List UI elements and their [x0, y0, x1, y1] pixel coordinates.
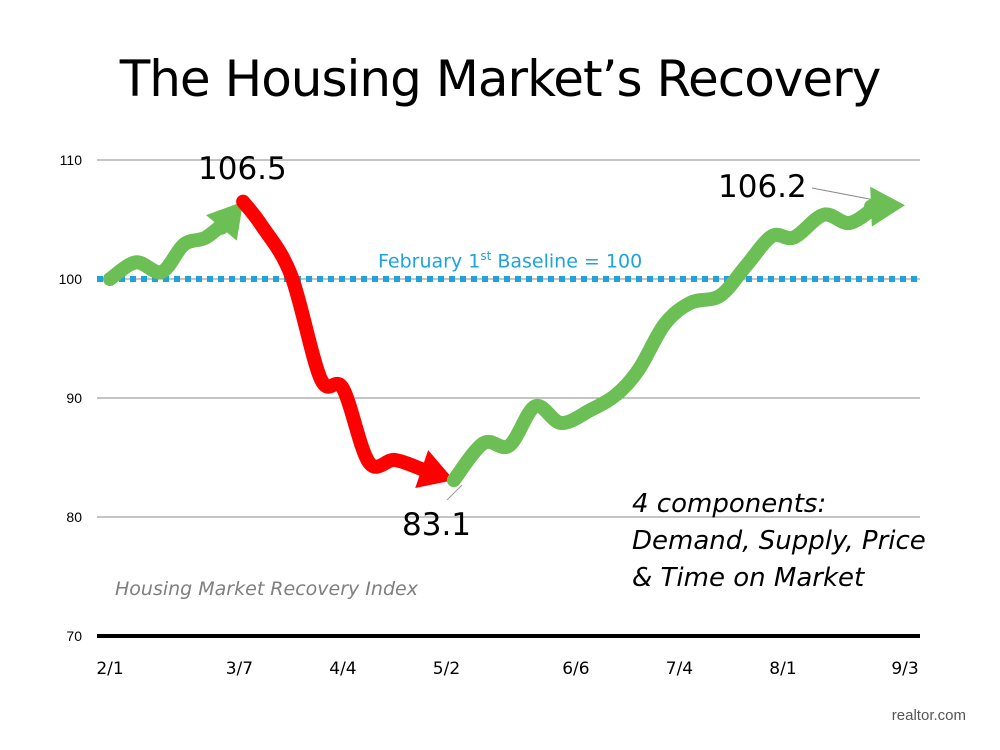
- x-tick-label: 2/1: [96, 659, 123, 679]
- components-line: & Time on Market: [632, 563, 865, 593]
- peak-value-label: 106.5: [198, 151, 287, 187]
- arrowhead-recovery: [870, 186, 905, 227]
- y-tick-label: 100: [59, 271, 83, 287]
- y-tick-label: 80: [66, 509, 82, 525]
- baseline-label-pre: February 1: [378, 250, 481, 273]
- series-line-recovery: [446, 198, 884, 488]
- trough-leader-line: [446, 484, 463, 501]
- series-line-decline: [236, 194, 429, 477]
- x-tick-label: 7/4: [666, 659, 693, 679]
- x-tick-label: 5/2: [433, 659, 460, 679]
- y-tick-label: 70: [66, 628, 82, 644]
- x-tick-label: 8/1: [769, 659, 796, 679]
- baseline-label-post: Baseline = 100: [491, 250, 643, 273]
- components-line: 4 components:: [632, 489, 827, 519]
- baseline-label-sup: st: [480, 249, 492, 263]
- arrowhead-decline: [415, 450, 454, 489]
- baseline-label: February 1st Baseline = 100: [378, 249, 642, 272]
- components-line: Demand, Supply, Price: [632, 526, 926, 556]
- index-label: Housing Market Recovery Index: [115, 578, 418, 600]
- x-tick-label: 9/3: [891, 659, 918, 679]
- y-tick-label: 110: [60, 152, 83, 168]
- components-annotation: 4 components: Demand, Supply, Price & Ti…: [632, 486, 926, 597]
- y-tick-label: 90: [66, 390, 82, 406]
- x-tick-label: 4/4: [329, 659, 356, 679]
- x-tick-label: 6/6: [562, 659, 589, 679]
- chart-title: The Housing Market’s Recovery: [119, 50, 882, 108]
- source-credit: realtor.com: [891, 707, 966, 724]
- series-line-rise: [103, 212, 236, 286]
- arrowhead-rise: [206, 201, 244, 241]
- latest-value-label: 106.2: [718, 169, 807, 205]
- x-tick-label: 3/7: [226, 659, 253, 679]
- trough-value-label: 83.1: [402, 507, 472, 543]
